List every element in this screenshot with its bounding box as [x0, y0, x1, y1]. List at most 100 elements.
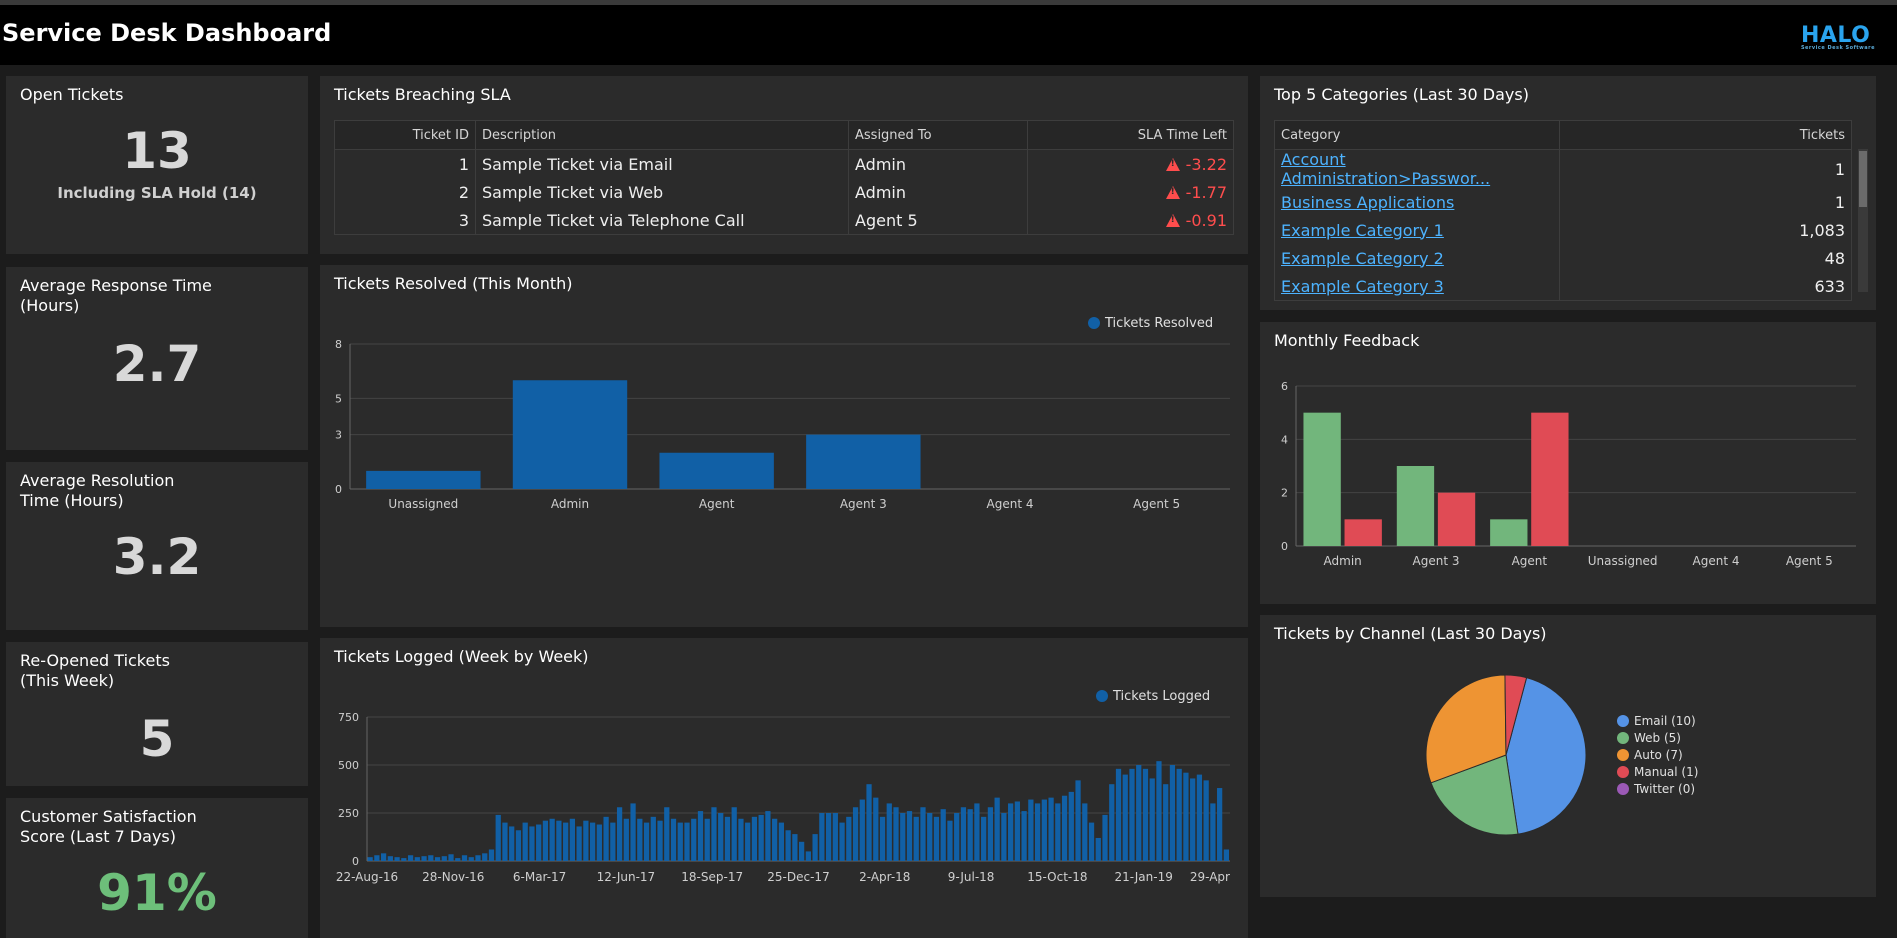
avg-resolution-panel[interactable]: Average Resolution Time (Hours) 3.2: [6, 462, 308, 630]
bar: [758, 814, 764, 861]
bar: [1176, 768, 1182, 861]
tickets-resolved-title: Tickets Resolved (This Month): [334, 274, 573, 293]
x-tick-label: 9-Jul-18: [948, 870, 995, 884]
page-title: Service Desk Dashboard: [2, 19, 332, 47]
legend-swatch: [1088, 317, 1100, 329]
bar: [576, 826, 582, 861]
csat-title-line2: Score (Last 7 Days): [20, 827, 176, 846]
tickets-resolved-chart[interactable]: 0 3 5 8 Unassigned Admin Agent Agent 3 Agent 4 Ag…: [320, 265, 1248, 627]
col-tickets[interactable]: Tickets: [1559, 120, 1852, 150]
bar: [1437, 492, 1476, 546]
avg-resolution-value: 3.2: [112, 528, 202, 586]
bar: [1095, 837, 1101, 861]
bar: [711, 807, 717, 861]
legend-label: Email (10): [1634, 714, 1696, 728]
tickets-by-channel-title: Tickets by Channel (Last 30 Days): [1274, 624, 1547, 643]
bar: [556, 820, 562, 861]
avg-response-title-line1: Average Response Time: [20, 276, 212, 295]
bar: [1075, 780, 1081, 861]
legend-label: Auto (7): [1634, 748, 1683, 762]
bar: [1115, 768, 1122, 861]
bar: [859, 799, 865, 861]
bar: [927, 813, 933, 861]
col-ticket-id[interactable]: Ticket ID: [334, 120, 476, 150]
warning-icon: [1165, 213, 1180, 227]
bar: [509, 826, 515, 861]
csat-title: Customer Satisfaction Score (Last 7 Days…: [20, 807, 197, 847]
col-sla-left[interactable]: SLA Time Left: [1027, 120, 1234, 150]
x-tick-label: Agent 3: [840, 497, 887, 511]
scrollbar-thumb[interactable]: [1859, 151, 1867, 207]
table-scrollbar[interactable]: [1858, 149, 1868, 292]
open-tickets-panel[interactable]: Open Tickets 13 Including SLA Hold (14): [6, 76, 308, 254]
x-tick-label: 28-Nov-16: [422, 870, 484, 884]
bar: [1203, 780, 1209, 861]
category-link[interactable]: Example Category 1: [1281, 220, 1444, 240]
ticket-id: 1: [334, 149, 476, 178]
bar: [1136, 765, 1142, 861]
csat-panel[interactable]: Customer Satisfaction Score (Last 7 Days…: [6, 798, 308, 938]
col-assigned[interactable]: Assigned To: [848, 120, 1028, 150]
col-description[interactable]: Description: [475, 120, 849, 150]
bar: [960, 807, 967, 861]
bar: [441, 856, 447, 861]
y-tick-label: 750: [338, 711, 359, 724]
table-row[interactable]: 2 Sample Ticket via Web Admin -1.77: [334, 178, 1234, 206]
bar: [623, 818, 629, 861]
halo-logo[interactable]: HALO Service Desk Software: [1801, 23, 1875, 51]
avg-response-panel[interactable]: Average Response Time (Hours) 2.7: [6, 267, 308, 450]
bar: [475, 855, 481, 861]
category-link[interactable]: Example Category 3: [1281, 276, 1444, 296]
x-tick-label: 6-Mar-17: [513, 870, 566, 884]
pie-slice: [1505, 677, 1587, 835]
x-tick-label: Agent 5: [1786, 554, 1833, 568]
tickets-logged-title: Tickets Logged (Week by Week): [334, 647, 589, 666]
bar: [1001, 813, 1007, 861]
col-category[interactable]: Category: [1274, 120, 1560, 150]
tickets-logged-chart[interactable]: 0 250 500 750 22-Aug-16 28-Nov-16 6-Mar-17 12-J…: [320, 638, 1248, 938]
bar: [495, 814, 501, 861]
legend-swatch: [1617, 715, 1629, 727]
bar: [866, 784, 872, 861]
sla-title: Tickets Breaching SLA: [334, 85, 511, 104]
x-tick-label: Agent 5: [1133, 497, 1180, 511]
tickets-by-channel-chart[interactable]: Email (10) Web (5) Auto (7) Manual (1) Twitt…: [1260, 615, 1876, 897]
bar: [664, 807, 670, 861]
bar: [873, 797, 879, 861]
bar: [414, 857, 420, 861]
bar: [542, 820, 549, 861]
legend-label: Tickets Logged: [1112, 689, 1210, 704]
bar: [549, 818, 555, 861]
bar: [704, 818, 710, 861]
avg-resolution-title-line2: Time (Hours): [20, 491, 124, 510]
bar: [677, 822, 683, 861]
reopened-title-line2: (This Week): [20, 671, 115, 690]
avg-resolution-title-line1: Average Resolution: [20, 471, 175, 490]
bar: [657, 820, 663, 861]
bar: [1109, 784, 1115, 861]
monthly-feedback-chart[interactable]: 0 2 4 6 Admin Agent 3 Agent Unassigned Agent 4 Ag…: [1260, 322, 1876, 604]
category-link[interactable]: Business Applications: [1281, 192, 1455, 212]
sla-time-left-value: -1.77: [1185, 182, 1227, 202]
bar: [1061, 795, 1068, 861]
category-count: 48: [1559, 244, 1852, 272]
sla-table: Ticket ID Description Assigned To SLA Ti…: [334, 120, 1234, 235]
x-tick-label: 18-Sep-17: [681, 870, 743, 884]
bar: [799, 841, 805, 861]
bar: [637, 818, 643, 861]
table-row[interactable]: 1 Sample Ticket via Email Admin -3.22: [334, 149, 1234, 178]
bar: [947, 820, 953, 861]
reopened-panel[interactable]: Re-Opened Tickets (This Week) 5: [6, 642, 308, 786]
bar: [1142, 768, 1149, 861]
list-item: Business Applications 1: [1274, 188, 1852, 216]
list-item: Example Category 2 48: [1274, 244, 1852, 272]
bar: [522, 822, 528, 861]
bar: [512, 380, 628, 489]
legend-label: Web (5): [1634, 731, 1681, 745]
category-link[interactable]: Example Category 2: [1281, 248, 1444, 268]
category-link[interactable]: Account Administration>Passwor...: [1281, 150, 1491, 188]
x-tick-label: Agent: [699, 497, 735, 511]
list-item: Example Category 3 633: [1274, 272, 1852, 301]
table-row[interactable]: 3 Sample Ticket via Telephone Call Agent…: [334, 206, 1234, 235]
x-tick-label: 12-Jun-17: [597, 870, 656, 884]
